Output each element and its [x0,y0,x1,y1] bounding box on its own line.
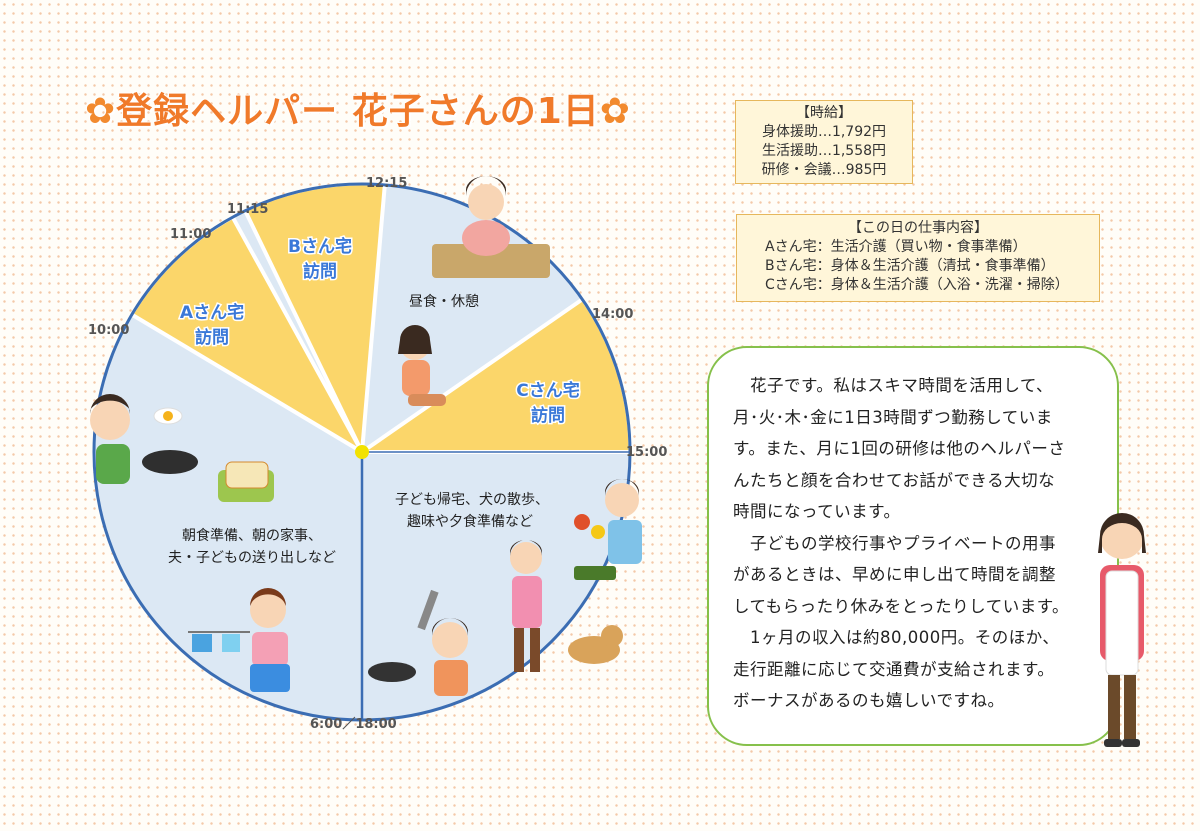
speech-line: 月･火･木･金に1日3時間ずつ勤務していま [733,407,1053,427]
girl-walking-dog-illustration [510,540,623,672]
wage-line: 研修・会議…985円 [761,162,887,178]
title-text: 登録ヘルパー 花子さんの1日 [116,91,600,132]
woman-flower-arranging-illustration [574,479,642,580]
speech-line: んたちと顔を合わせてお話ができる大切な [733,470,1056,490]
c-visit-label-line2: 訪問 [531,405,565,426]
time-label-1115: 11:15 [227,202,268,217]
woman-frying-egg-illustration [90,394,198,484]
speech-bubble: 花子です。私はスキマ時間を活用して、 月･火･木･金に1日3時間ずつ勤務していま… [707,346,1119,746]
time-label-1000: 10:00 [88,323,129,338]
speech-line: ボーナスがあるのも嬉しいですね。 [733,691,1005,710]
speech-line: 子どもの学校行事やプライベートの用事 [733,533,1056,553]
time-label-1215: 12:15 [366,176,407,191]
lunch-label: 昼食・休憩 [409,293,479,310]
work-content-box: 【この日の仕事内容】 Aさん宅：生活介護（買い物・食事準備） Bさん宅：身体＆生… [736,214,1100,302]
b-visit-label-line1: Bさん宅 [288,236,352,257]
evening-label-line2: 趣味や夕食準備など [407,513,533,530]
wage-heading: 【時給】 [796,105,852,121]
time-label-0600-1800: 6:00／18:00 [310,716,397,732]
morning-label-line2: 夫・子どもの送り出しなど [168,550,336,566]
speech-paragraph: 1ヶ月の収入は約80,000円。そのほか、 走行距離に応じて交通費が支給されます… [733,622,1097,717]
hourly-wage-box: 【時給】 身体援助…1,792円 生活援助…1,558円 研修・会議…985円 [735,100,913,184]
a-visit-label-line2: 訪問 [195,327,229,348]
speech-line: 走行距離に応じて交通費が支給されます。 [733,659,1055,679]
c-visit-label-line1: Cさん宅 [516,380,579,401]
woman-eating-illustration [432,176,550,278]
speech-line: 花子です。私はスキマ時間を活用して、 [733,376,1054,395]
work-line: Cさん宅：身体＆生活介護（入浴・洗濯・掃除） [765,277,1069,293]
woman-laundry-illustration [188,588,290,692]
speech-line: 1ヶ月の収入は約80,000円。そのほか、 [733,628,1060,647]
flower-icon: ✿ [599,91,631,132]
work-heading: 【この日の仕事内容】 [848,220,988,236]
clock-center [355,445,369,459]
speech-paragraph: 花子です。私はスキマ時間を活用して、 月･火･木･金に1日3時間ずつ勤務していま… [733,370,1097,528]
wage-line: 生活援助…1,558円 [761,143,887,159]
speech-line: があるときは、早めに申し出て時間を調整 [733,565,1056,584]
bento-illustration [218,461,274,502]
speech-line: 時間になっています。 [733,502,901,521]
time-label-1100: 11:00 [170,227,211,242]
work-line: Aさん宅：生活介護（買い物・食事準備） [765,239,1027,255]
time-label-1500: 15:00 [626,445,667,460]
flower-icon: ✿ [85,91,117,132]
speech-paragraph: 子どもの学校行事やプライベートの用事 があるときは、早めに申し出て時間を調整 し… [733,528,1097,623]
a-visit-label-line1: Aさん宅 [180,302,244,323]
clock-border [92,182,632,722]
evening-label-line1: 子ども帰宅、犬の散歩、 [395,491,549,508]
speech-line: してもらったり休みをとったりしています。 [733,596,1070,616]
page-title: ✿登録ヘルパー 花子さんの1日✿ [85,82,631,134]
b-visit-label-line2: 訪問 [303,261,337,282]
wage-line: 身体援助…1,792円 [761,124,887,140]
time-label-1400: 14:00 [592,307,633,322]
work-line: Bさん宅：身体＆生活介護（清拭・食事準備） [765,258,1055,274]
morning-label-line1: 朝食準備、朝の家事、 [182,527,322,544]
speech-line: す。また、月に1回の研修は他のヘルパーさ [733,439,1066,458]
woman-resting-illustration [398,325,446,406]
woman-cooking-illustration [368,589,468,696]
hanako-figure [1098,513,1146,747]
